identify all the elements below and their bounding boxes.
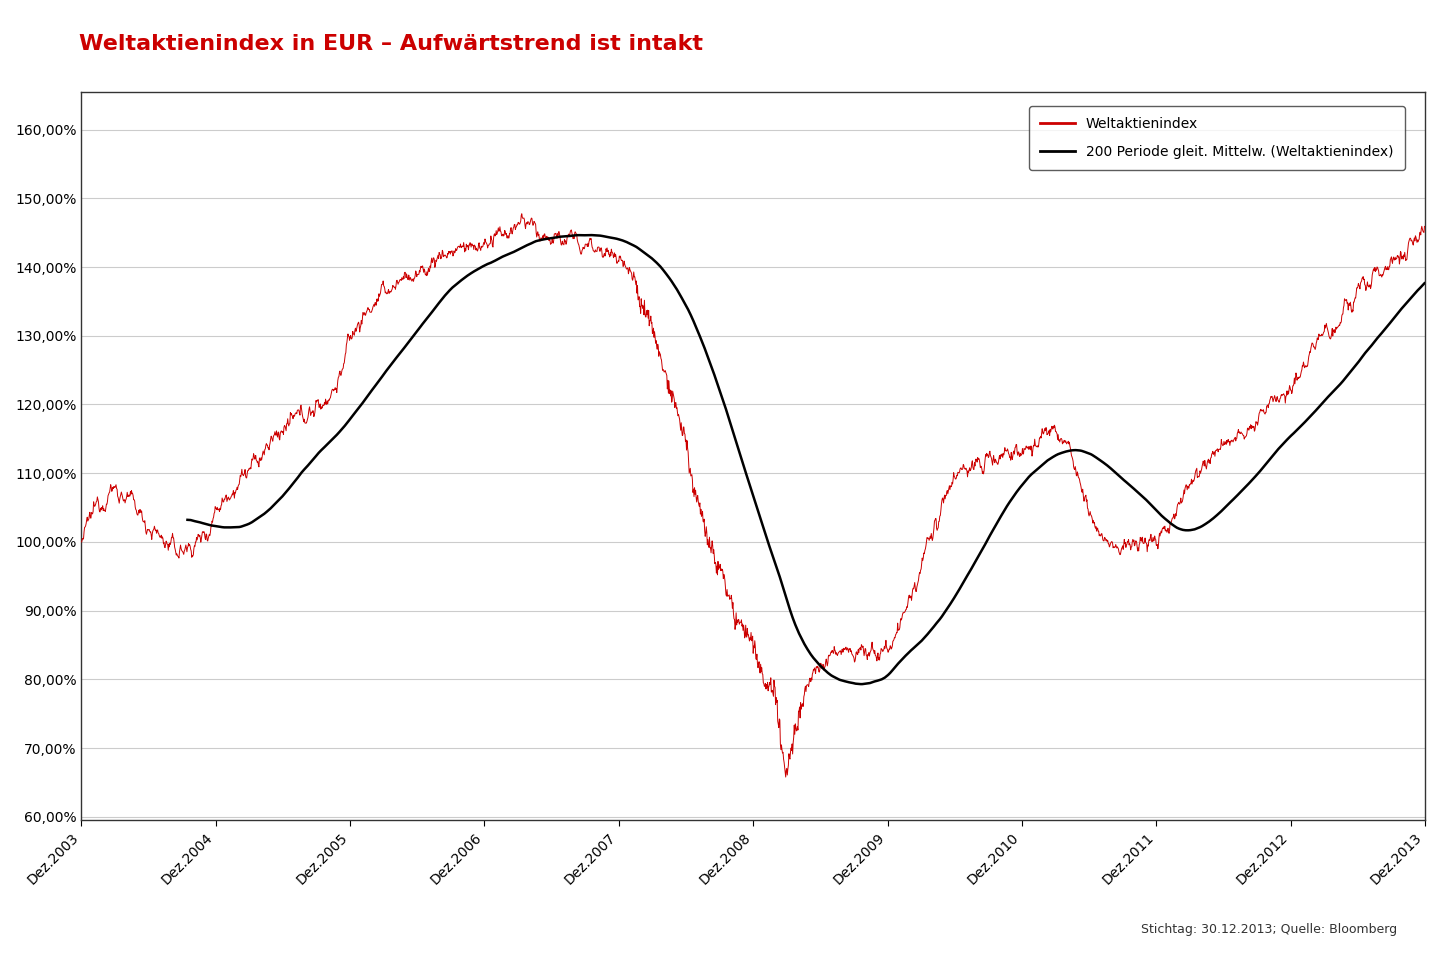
- Text: Stichtag: 30.12.2013; Quelle: Bloomberg: Stichtag: 30.12.2013; Quelle: Bloomberg: [1140, 923, 1397, 936]
- Text: Weltaktienindex in EUR – Aufwärtstrend ist intakt: Weltaktienindex in EUR – Aufwärtstrend i…: [79, 34, 703, 54]
- Legend: Weltaktienindex, 200 Periode gleit. Mittelw. (Weltaktienindex): Weltaktienindex, 200 Periode gleit. Mitt…: [1030, 106, 1404, 170]
